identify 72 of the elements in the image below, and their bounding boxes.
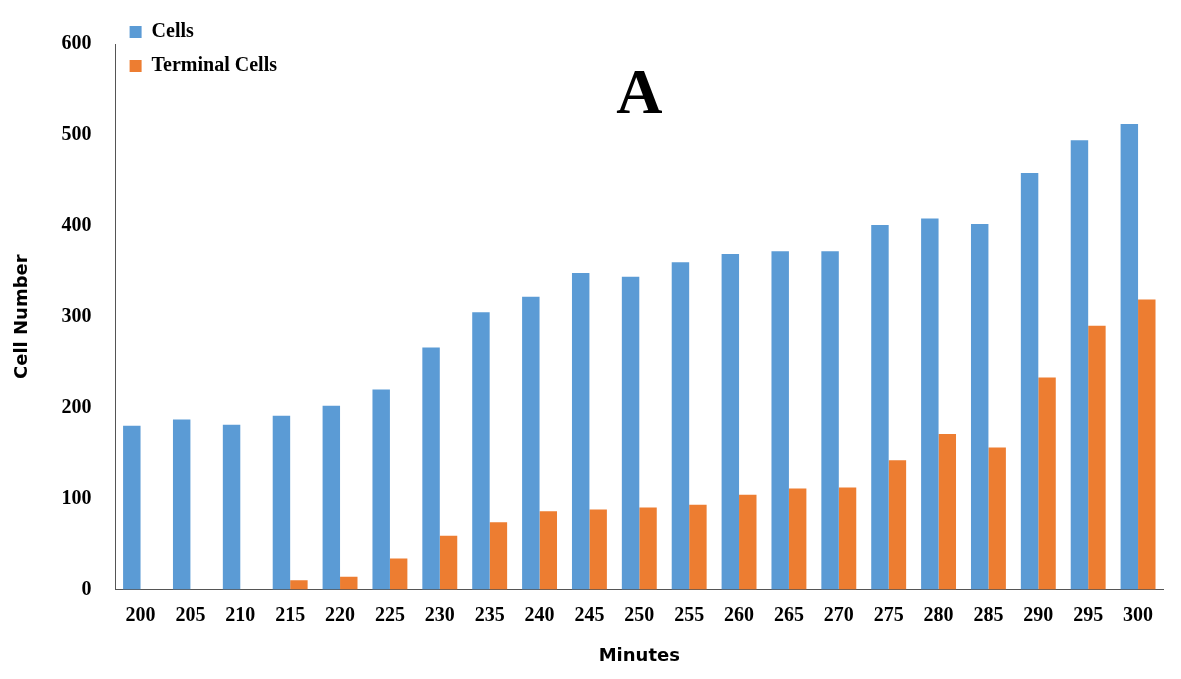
x-tick-label: 300 [1123,602,1154,625]
x-tick-label: 290 [1023,602,1054,625]
chart-title: A [616,55,663,127]
bar [539,511,557,590]
y-tick-label: 200 [61,394,92,417]
bar [290,580,308,590]
bar [1038,377,1056,590]
x-tick-label: 275 [873,602,904,625]
bar [988,447,1006,590]
bar [1020,173,1039,590]
bar [821,251,839,590]
x-tick-label: 280 [923,602,954,625]
y-tick-label: 300 [61,303,92,326]
bar [739,494,757,590]
x-tick-label: 285 [973,602,1004,625]
bar [340,576,358,590]
x-tick-label: 220 [325,602,356,625]
x-tick-label: 235 [474,602,505,625]
bar [571,273,590,590]
bar [389,558,408,590]
x-tick-label: 200 [125,602,156,625]
bar [322,405,341,590]
legend-label: Cells [151,19,195,42]
x-tick-label: 225 [374,602,405,625]
bar [272,415,291,590]
bar [222,424,241,590]
bar [1088,325,1106,590]
bar [689,504,707,590]
x-tick-label: 245 [574,602,605,625]
bar [489,522,508,590]
bar [621,276,640,590]
y-axis-title: Cell Number [10,254,32,380]
x-tick-label: 215 [275,602,306,625]
x-axis-title: Minutes [598,643,680,665]
legend-label: Terminal Cells [151,53,278,76]
bar [422,347,440,590]
x-tick-label: 295 [1073,602,1104,625]
x-tick-label: 260 [724,602,755,625]
y-tick-label: 400 [61,212,92,235]
y-tick-label: 600 [61,31,92,54]
x-tick-label: 210 [225,602,256,625]
bar [838,487,857,590]
y-tick-label: 100 [61,485,92,508]
bar [1120,123,1139,590]
bar [671,262,690,590]
bar [771,251,789,590]
bar [439,535,458,590]
bar [172,419,191,590]
bar [921,218,939,590]
bar [1138,299,1156,590]
bar [472,312,490,590]
x-tick-label: 270 [823,602,854,625]
y-tick-label: 500 [61,122,92,145]
x-tick-label: 205 [175,602,206,625]
bar [589,509,607,590]
bar [970,223,989,590]
x-tick-label: 255 [674,602,705,625]
x-tick-label: 265 [773,602,804,625]
bar [123,425,141,590]
x-tick-label: 230 [424,602,455,625]
bar [871,224,889,590]
bar [938,433,957,590]
bar [788,488,807,590]
bar [372,389,390,590]
bar [721,253,740,590]
bar [1070,140,1089,590]
x-tick-label: 250 [624,602,655,625]
bar [522,296,540,590]
x-tick-label: 240 [524,602,555,625]
bar [888,460,907,590]
bar [639,507,657,590]
y-tick-label: 0 [81,576,92,599]
